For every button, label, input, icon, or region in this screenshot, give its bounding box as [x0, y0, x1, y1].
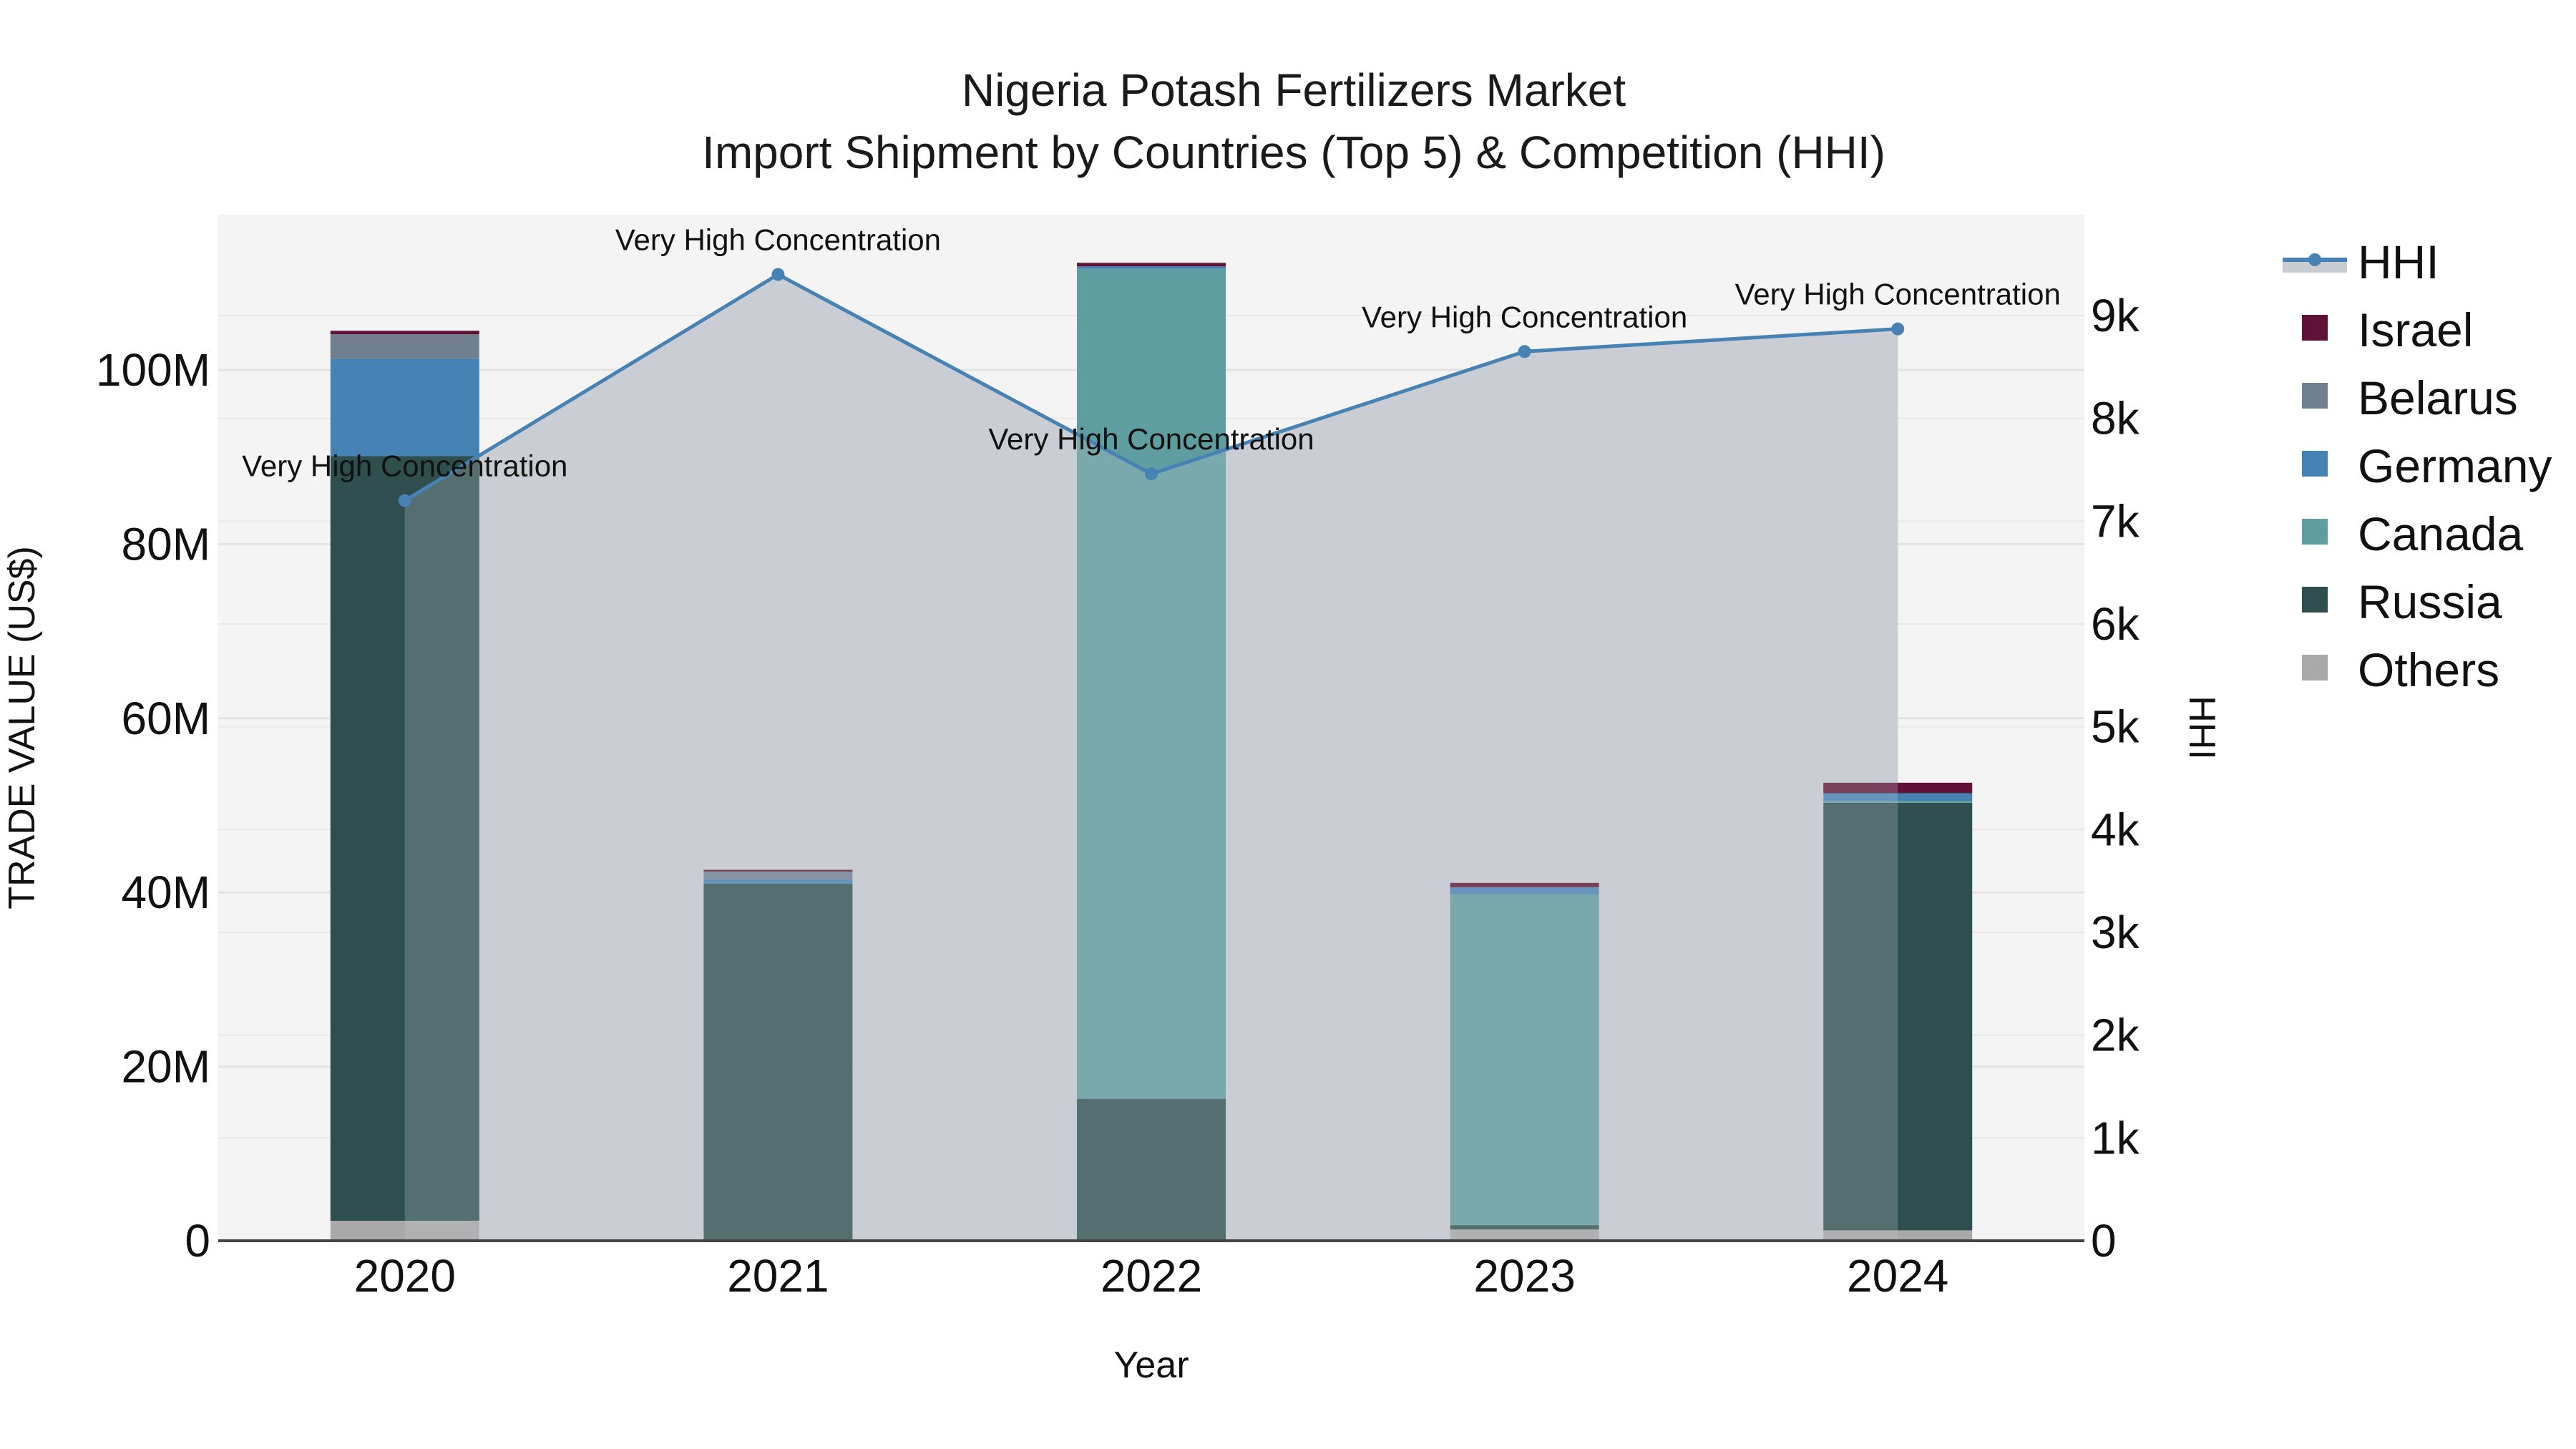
hhi-annotation: Very High Concentration: [1362, 300, 1687, 333]
bar-segment-israel[interactable]: [1823, 782, 1973, 794]
legend-swatch-icon: [2302, 655, 2328, 680]
legend-swatch-icon: [2302, 315, 2328, 341]
bar-segment-israel[interactable]: [703, 869, 853, 872]
y-tick-label: 0: [185, 1215, 210, 1267]
y-tick-label: 80M: [122, 518, 211, 570]
bar-segment-russia[interactable]: [1450, 1225, 1599, 1230]
legend-label: HHI: [2358, 235, 2439, 288]
bar-segment-germany[interactable]: [1077, 266, 1226, 269]
legend-item-israel[interactable]: Israel: [2302, 303, 2473, 356]
y-tick-label: 40M: [122, 867, 211, 918]
legend-item-belarus[interactable]: Belarus: [2302, 371, 2518, 424]
bar-2021[interactable]: [703, 869, 853, 1241]
y2-axis-ticks: 0 1k 2k 3k 4k 5k 6k 7k 8k 9k: [2091, 290, 2140, 1267]
y2-tick-label: 6k: [2091, 598, 2140, 650]
bar-segment-israel[interactable]: [1077, 263, 1226, 267]
y-tick-label: 60M: [122, 693, 211, 744]
bar-2024[interactable]: [1823, 782, 1973, 1241]
bar-segment-others[interactable]: [1823, 1230, 1973, 1241]
hhi-annotation: Very High Concentration: [1735, 278, 2061, 311]
bar-segment-belarus[interactable]: [703, 871, 853, 879]
x-axis-ticks: 2020 2021 2022 2023 2024: [354, 1250, 1949, 1302]
legend: HHI Israel Belarus Germany Canada Russia Other…: [2283, 235, 2552, 696]
y-axis-title: TRADE VALUE (US$): [1, 546, 43, 909]
bar-segment-germany[interactable]: [330, 358, 479, 457]
chart-title: Nigeria Potash Fertilizers Market: [962, 64, 1626, 116]
bar-2023[interactable]: [1450, 882, 1599, 1241]
legend-item-hhi[interactable]: HHI: [2283, 235, 2439, 288]
hhi-marker[interactable]: [398, 494, 411, 507]
bar-segment-germany[interactable]: [703, 879, 853, 884]
y-tick-label: 100M: [96, 344, 210, 396]
bar-segment-israel[interactable]: [1450, 882, 1599, 887]
x-axis-title: Year: [1113, 1345, 1189, 1386]
y2-tick-label: 5k: [2091, 701, 2140, 753]
x-tick-label: 2021: [727, 1250, 829, 1302]
x-tick-label: 2024: [1847, 1250, 1948, 1302]
bar-segment-belarus[interactable]: [330, 334, 479, 359]
bar-segment-israel[interactable]: [330, 331, 479, 335]
legend-label: Canada: [2358, 507, 2523, 560]
hhi-line: [398, 268, 1905, 507]
hhi-marker[interactable]: [1145, 467, 1158, 481]
legend-swatch-icon: [2302, 451, 2328, 477]
legend-item-russia[interactable]: Russia: [2302, 575, 2502, 628]
x-tick-label: 2022: [1101, 1250, 1202, 1302]
hhi-annotation: Very High Concentration: [242, 449, 567, 483]
bar-segment-russia[interactable]: [1077, 1098, 1226, 1241]
y-tick-label: 20M: [122, 1041, 211, 1093]
y2-tick-label: 4k: [2091, 804, 2140, 855]
chart-subtitle: Import Shipment by Countries (Top 5) & C…: [702, 127, 1885, 178]
y2-tick-label: 3k: [2091, 907, 2140, 958]
bar-segment-others[interactable]: [330, 1221, 479, 1241]
x-tick-label: 2023: [1473, 1250, 1575, 1302]
y2-tick-label: 9k: [2091, 290, 2140, 341]
legend-item-others[interactable]: Others: [2302, 643, 2499, 696]
legend-label: Germany: [2358, 439, 2552, 492]
legend-item-germany[interactable]: Germany: [2302, 439, 2552, 492]
legend-label: Others: [2358, 643, 2499, 696]
x-tick-label: 2020: [354, 1250, 456, 1302]
y2-tick-label: 1k: [2091, 1112, 2140, 1163]
legend-label: Russia: [2358, 575, 2502, 628]
bar-segment-others[interactable]: [1450, 1229, 1599, 1241]
bar-segment-canada[interactable]: [1077, 268, 1226, 1099]
legend-label: Belarus: [2358, 371, 2518, 424]
y2-tick-label: 0: [2091, 1215, 2117, 1267]
legend-label: Israel: [2358, 303, 2473, 356]
y-axis-ticks: 0 20M 40M 60M 80M 100M: [96, 344, 210, 1267]
bar-segment-canada[interactable]: [1823, 801, 1973, 803]
legend-swatch-icon: [2302, 519, 2328, 545]
y2-tick-label: 7k: [2091, 495, 2140, 547]
hhi-annotations: Very High Concentration Very High Concent…: [242, 223, 2061, 483]
legend-swatch-icon: [2302, 383, 2328, 409]
legend-swatch-icon: [2302, 587, 2328, 613]
bar-segment-russia[interactable]: [1823, 802, 1973, 1231]
hhi-marker[interactable]: [1518, 345, 1531, 358]
hhi-marker[interactable]: [1891, 322, 1905, 336]
bar-2020[interactable]: [330, 331, 479, 1241]
bar-2022[interactable]: [1077, 263, 1226, 1241]
bar-segment-germany[interactable]: [1823, 793, 1973, 801]
hhi-annotation: Very High Concentration: [988, 422, 1314, 456]
hhi-annotation: Very High Concentration: [615, 223, 941, 257]
bar-segment-canada[interactable]: [1450, 894, 1599, 1226]
bar-segment-russia[interactable]: [703, 884, 853, 1241]
hhi-marker[interactable]: [771, 268, 785, 281]
hhi-legend-marker-icon: [2308, 253, 2321, 266]
hhi-fill-area: [404, 274, 1898, 1241]
bar-segment-russia[interactable]: [330, 456, 479, 1221]
y2-tick-label: 2k: [2091, 1010, 2140, 1061]
hhi-area-overlay: [404, 274, 1898, 1241]
y2-axis-title: HHI: [2181, 696, 2223, 760]
legend-item-canada[interactable]: Canada: [2302, 507, 2523, 560]
stacked-bars: [330, 263, 1973, 1241]
y2-tick-label: 8k: [2091, 393, 2140, 444]
bar-segment-germany[interactable]: [1450, 887, 1599, 894]
